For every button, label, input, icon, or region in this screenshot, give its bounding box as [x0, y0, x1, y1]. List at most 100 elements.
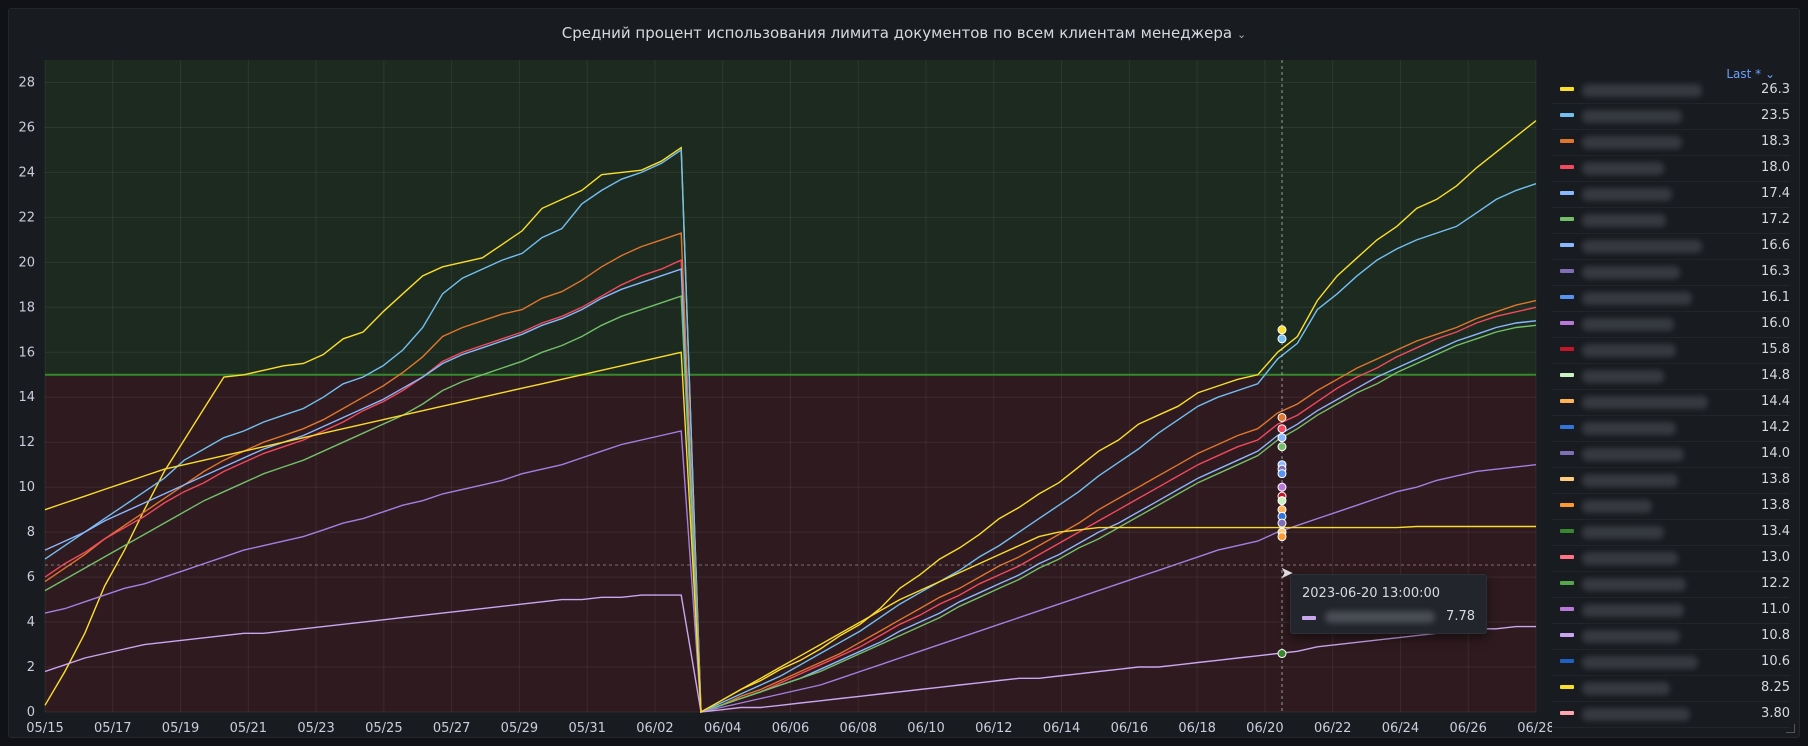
series-line-3	[44, 259, 1537, 713]
x-tick-label: 05/23	[297, 721, 334, 736]
y-tick-label: 4	[27, 615, 35, 630]
legend-swatch	[1560, 607, 1574, 611]
panel-title-text[interactable]: Средний процент использования лимита док…	[561, 24, 1233, 42]
legend-item[interactable]: 23.5	[1552, 104, 1790, 130]
legend-item[interactable]: 8.25	[1552, 676, 1790, 702]
y-tick-label: 6	[27, 570, 35, 585]
legend-swatch	[1560, 217, 1574, 221]
legend-swatch	[1560, 711, 1574, 715]
legend-last-value: 16.3	[1761, 264, 1790, 279]
x-tick-label: 06/10	[907, 721, 944, 736]
legend-swatch	[1560, 503, 1574, 507]
tooltip-series-swatch	[1302, 616, 1316, 620]
mouse-cursor-icon: ➤	[1280, 563, 1294, 582]
x-tick-label: 06/02	[636, 721, 673, 736]
hover-point	[1277, 433, 1287, 443]
legend-item[interactable]: 16.6	[1552, 234, 1790, 260]
legend-name-redacted	[1582, 396, 1708, 409]
legend-last-value: 18.0	[1761, 160, 1790, 175]
resize-handle[interactable]	[1786, 724, 1795, 733]
legend-sort-header[interactable]: Last * ⌄	[1726, 67, 1775, 81]
legend-item[interactable]: 16.1	[1552, 286, 1790, 312]
legend-last-value: 17.4	[1761, 186, 1790, 201]
legend-swatch	[1560, 321, 1574, 325]
x-tick-label: 06/22	[1314, 721, 1351, 736]
legend-item[interactable]: 26.3	[1552, 78, 1790, 104]
threshold-band-below	[45, 374, 1536, 712]
legend-name-redacted	[1582, 136, 1682, 149]
legend-swatch	[1560, 165, 1574, 169]
y-tick-label: 26	[18, 120, 35, 135]
legend-item[interactable]: 13.4	[1552, 520, 1790, 546]
hover-point	[1277, 532, 1287, 542]
x-tick-label: 05/31	[568, 721, 605, 736]
legend-name-redacted	[1582, 292, 1692, 305]
legend-name-redacted	[1582, 552, 1678, 565]
legend-name-redacted	[1582, 500, 1652, 513]
legend-swatch	[1560, 477, 1574, 481]
legend-item[interactable]: 3.80	[1552, 702, 1790, 728]
legend-item[interactable]: 13.8	[1552, 494, 1790, 520]
legend-swatch	[1560, 191, 1574, 195]
legend-swatch	[1560, 685, 1574, 689]
legend-swatch	[1560, 87, 1574, 91]
legend-item[interactable]: 13.8	[1552, 468, 1790, 494]
y-tick-label: 0	[27, 705, 35, 720]
hover-point	[1277, 412, 1287, 422]
legend-item[interactable]: 16.3	[1552, 260, 1790, 286]
chevron-down-icon[interactable]: ⌄	[1237, 28, 1247, 41]
legend-item[interactable]: 13.0	[1552, 546, 1790, 572]
panel-title[interactable]: Средний процент использования лимита док…	[9, 24, 1799, 42]
legend-item[interactable]: 10.8	[1552, 624, 1790, 650]
legend-swatch	[1560, 425, 1574, 429]
x-tick-label: 06/18	[1178, 721, 1215, 736]
tooltip-value: 7.78	[1446, 609, 1475, 624]
hover-point	[1277, 325, 1287, 335]
legend-last-value: 16.1	[1761, 290, 1790, 305]
legend-name-redacted	[1582, 240, 1702, 253]
legend-item[interactable]: 10.6	[1552, 650, 1790, 676]
legend-name-redacted	[1582, 604, 1684, 617]
legend-last-value: 13.0	[1761, 550, 1790, 565]
legend-item[interactable]: 18.3	[1552, 130, 1790, 156]
legend-swatch	[1560, 581, 1574, 585]
legend-swatch	[1560, 113, 1574, 117]
legend-item[interactable]: 17.2	[1552, 208, 1790, 234]
legend-item[interactable]: 15.8	[1552, 338, 1790, 364]
legend-last-value: 10.6	[1761, 654, 1790, 669]
legend-item[interactable]: 12.2	[1552, 572, 1790, 598]
legend-item[interactable]: 14.4	[1552, 390, 1790, 416]
legend-name-redacted	[1582, 84, 1702, 97]
hover-point	[1277, 334, 1287, 344]
hover-point	[1277, 518, 1287, 528]
legend-last-value: 15.8	[1761, 342, 1790, 357]
hover-point	[1277, 482, 1287, 492]
legend-item[interactable]: 18.0	[1552, 156, 1790, 182]
y-tick-label: 2	[27, 660, 35, 675]
series-line-6	[44, 430, 1537, 713]
y-tick-label: 24	[18, 165, 35, 180]
legend-last-value: 14.2	[1761, 420, 1790, 435]
legend-name-redacted	[1582, 474, 1678, 487]
legend-last-value: 10.8	[1761, 628, 1790, 643]
legend-last-value: 26.3	[1761, 82, 1790, 97]
legend-last-value: 8.25	[1761, 680, 1790, 695]
legend-name-redacted	[1582, 526, 1664, 539]
x-tick-label: 06/28	[1517, 721, 1552, 736]
y-tick-label: 10	[18, 480, 35, 495]
legend-name-redacted	[1582, 578, 1686, 591]
legend-item[interactable]: 14.0	[1552, 442, 1790, 468]
legend-name-redacted	[1582, 682, 1670, 695]
legend-item[interactable]: 16.0	[1552, 312, 1790, 338]
legend-last-value: 13.8	[1761, 472, 1790, 487]
hover-point	[1277, 496, 1287, 506]
legend-item[interactable]: 14.2	[1552, 416, 1790, 442]
legend-item[interactable]: 14.8	[1552, 364, 1790, 390]
legend-swatch	[1560, 269, 1574, 273]
legend-item[interactable]: 11.0	[1552, 598, 1790, 624]
legend-name-redacted	[1582, 266, 1680, 279]
legend-last-value: 3.80	[1761, 706, 1790, 721]
series-line-1	[44, 148, 1537, 714]
legend-item[interactable]: 17.4	[1552, 182, 1790, 208]
